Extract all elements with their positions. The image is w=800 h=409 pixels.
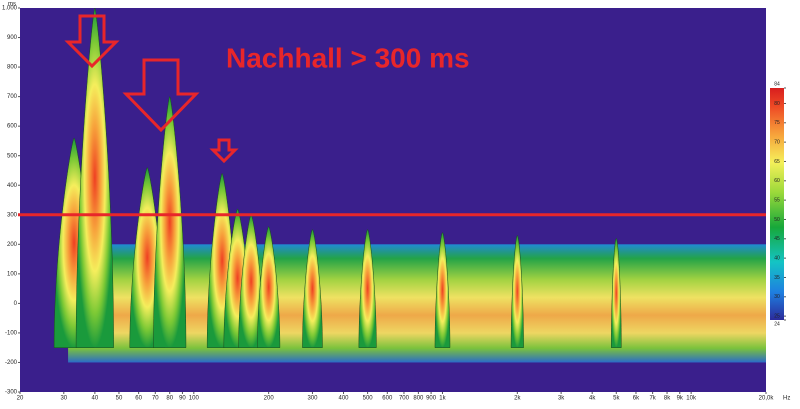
x-tick-label: 80	[166, 396, 173, 402]
x-tick-label: 30	[60, 396, 67, 402]
y-tick-label: -200	[5, 360, 18, 366]
x-tick-label: 9k	[677, 396, 684, 402]
arrows	[64, 14, 239, 164]
x-tick-label: 500	[363, 396, 374, 402]
x-tick-label: 900	[426, 396, 437, 402]
x-tick-label: 600	[382, 396, 393, 402]
y-tick-label: -300	[5, 390, 18, 396]
colorbar-tick-label: 80	[774, 101, 780, 107]
x-tick-label: 60	[135, 396, 142, 402]
colorbar-tick-label: 75	[774, 120, 780, 126]
colorbar-tick-label: 30	[774, 294, 780, 300]
colorbar-tick-label: 70	[774, 139, 780, 145]
y-tick-label: 1.000	[2, 6, 18, 12]
x-tick-label: 70	[152, 396, 159, 402]
x-tick-label: 4k	[589, 396, 596, 402]
decay-peak	[611, 238, 622, 348]
y-tick-label: -100	[5, 331, 18, 337]
decay-peak	[434, 232, 451, 348]
x-tick-label: 1k	[439, 396, 446, 402]
colorbar-tick-label: 24	[774, 321, 780, 327]
decay-peak	[153, 96, 187, 348]
arrow	[122, 58, 200, 133]
x-tick-label: 5k	[613, 396, 620, 402]
x-tick-label: 90	[179, 396, 186, 402]
colorbar	[770, 88, 784, 320]
x-tick-label: 100	[189, 396, 200, 402]
colorbar-tick-label: 55	[774, 197, 780, 203]
decay-peak	[302, 229, 323, 348]
arrow	[64, 14, 120, 69]
x-tick-label: 400	[339, 396, 350, 402]
y-tick-label: 900	[7, 35, 18, 41]
x-tick-label: 20	[17, 396, 24, 402]
colorbar-tick-label: 50	[774, 217, 780, 223]
y-unit: ms	[8, 2, 16, 8]
x-tick-label: 700	[399, 396, 410, 402]
y-tick-label: 200	[7, 242, 18, 248]
arrow	[209, 138, 239, 164]
decay-peak	[358, 229, 377, 348]
x-tick-label: 3k	[558, 396, 565, 402]
colorbar-tick-label: 60	[774, 178, 780, 184]
y-tick-label: 300	[7, 212, 18, 218]
y-tick-label: 400	[7, 183, 18, 189]
y-tick-label: 0	[14, 301, 18, 307]
decay-peak	[75, 8, 114, 348]
colorbar-tick-label: 45	[774, 236, 780, 242]
x-tick-label: 6k	[633, 396, 640, 402]
annotation: Nachhall > 300 ms	[226, 42, 470, 73]
x-tick-label: 10k	[686, 396, 697, 402]
y-tick-label: 100	[7, 271, 18, 277]
colorbar-tick-label: 35	[774, 275, 780, 281]
colorbar-tick-label: 40	[774, 255, 780, 261]
x-unit: Hz	[783, 396, 790, 402]
x-tick-label: 300	[307, 396, 318, 402]
x-tick-label: 7k	[649, 396, 656, 402]
colorbar-tick-label: 84	[774, 81, 780, 87]
decay-peak	[257, 226, 281, 348]
y-tick-label: 800	[7, 65, 18, 71]
x-tick-label: 8k	[664, 396, 671, 402]
x-tick-label: 2k	[514, 396, 521, 402]
y-tick-label: 500	[7, 153, 18, 159]
x-tick-label: 200	[264, 396, 275, 402]
x-tick-label: 20,0k	[759, 396, 775, 402]
y-tick-label: 700	[7, 94, 18, 100]
colorbar-tick-label: 65	[774, 159, 780, 165]
x-tick-label: 50	[116, 396, 123, 402]
y-tick-label: 600	[7, 124, 18, 130]
x-tick-label: 800	[413, 396, 424, 402]
x-tick-label: 40	[92, 396, 99, 402]
colorbar-tick-label: 25	[774, 313, 780, 319]
decay-peak	[510, 235, 524, 348]
